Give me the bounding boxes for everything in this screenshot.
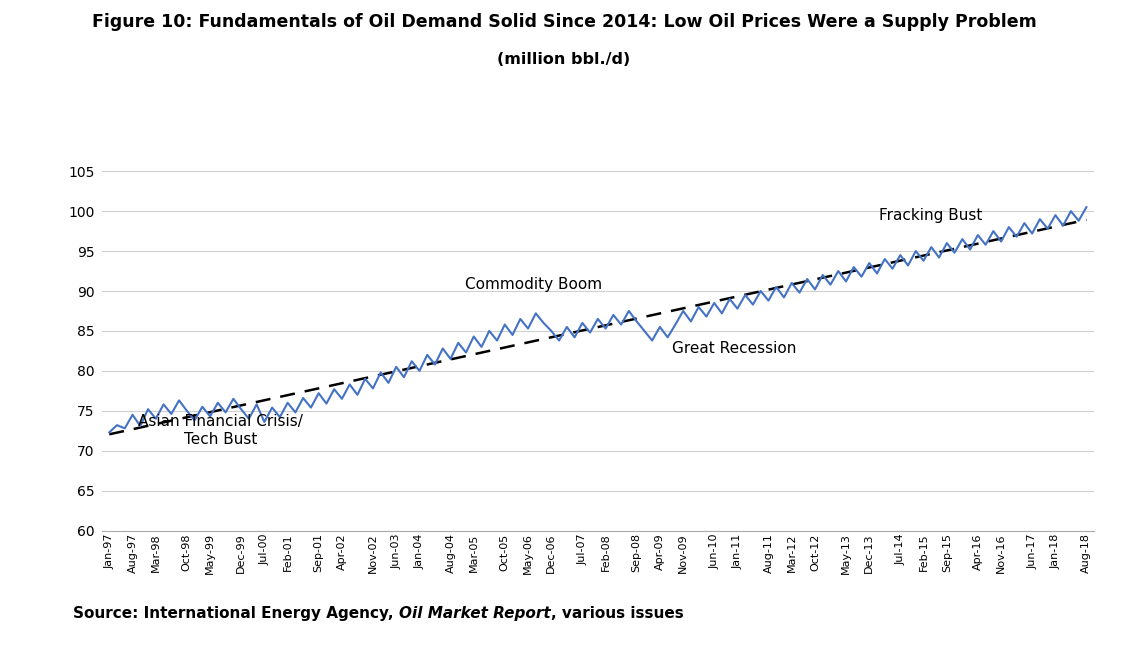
Text: Source: International Energy Agency,: Source: International Energy Agency, [73,606,399,621]
Text: , various issues: , various issues [550,606,684,621]
Text: Great Recession: Great Recession [672,341,796,356]
Text: Oil Market Report: Oil Market Report [399,606,550,621]
Text: Asian Financial Crisis/
Tech Bust: Asian Financial Crisis/ Tech Bust [139,414,303,446]
Text: Figure 10: Fundamentals of Oil Demand Solid Since 2014: Low Oil Prices Were a Su: Figure 10: Fundamentals of Oil Demand So… [91,13,1037,31]
Text: Commodity Boom: Commodity Boom [465,278,602,292]
Text: Fracking Bust: Fracking Bust [879,208,982,223]
Text: (million bbl./d): (million bbl./d) [497,52,631,67]
